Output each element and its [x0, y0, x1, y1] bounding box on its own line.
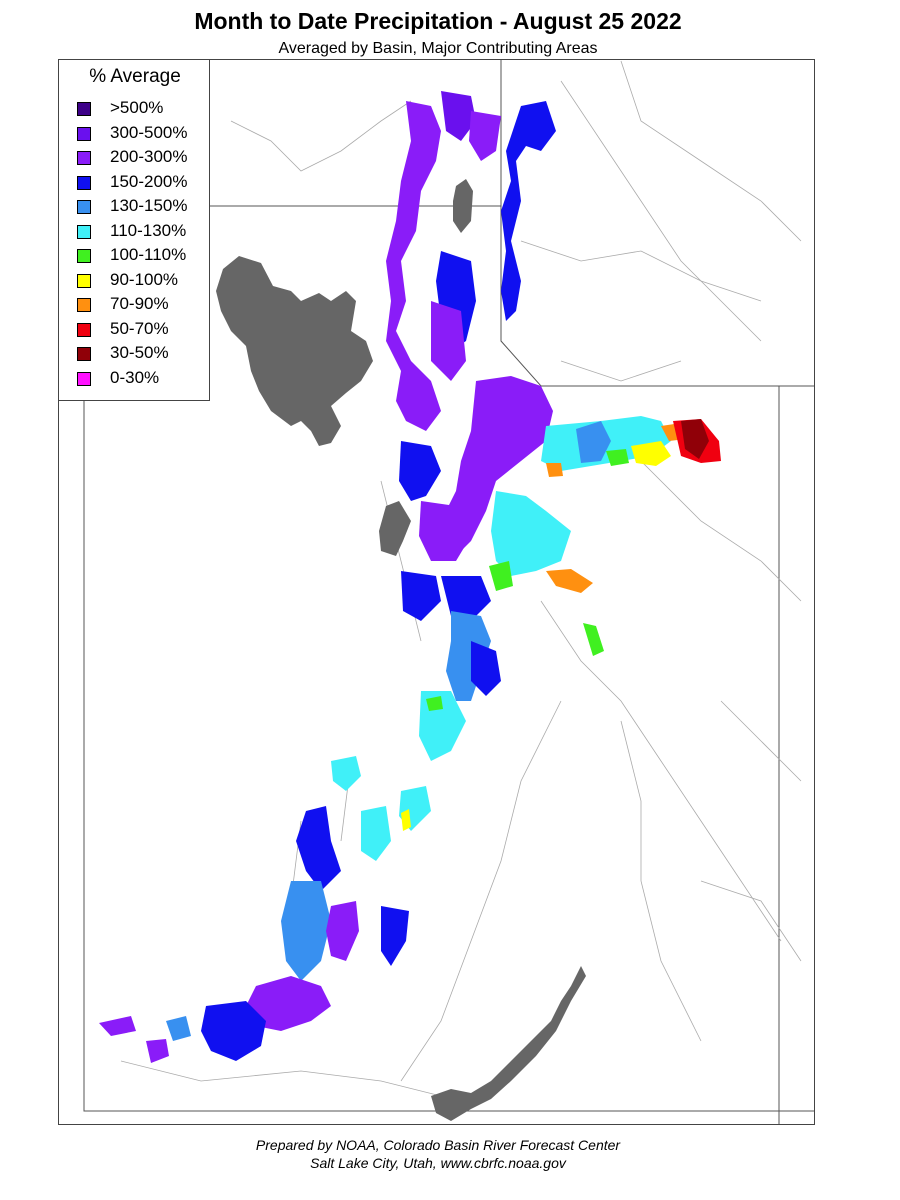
legend-label: 0-30%: [110, 367, 160, 387]
legend-label: 70-90%: [110, 294, 169, 313]
legend-swatch: [77, 224, 91, 239]
legend-label: 50-70%: [110, 318, 169, 338]
water-bodies: [216, 179, 586, 1121]
legend-swatch: [77, 151, 91, 165]
map-canvas: [83, 60, 814, 1124]
legend-swatch: [77, 371, 91, 386]
legend-swatch: [77, 200, 91, 214]
legend-swatch: [77, 298, 91, 312]
legend-swatch: [77, 249, 91, 263]
legend-swatch: [77, 322, 91, 337]
legend-swatch: [77, 126, 91, 141]
map-subtitle: Averaged by Basin, Major Contributing Ar…: [278, 40, 598, 57]
precipitation-map[interactable]: [58, 59, 815, 1125]
legend-label: 110-130%: [110, 220, 187, 240]
legend-swatch: [77, 175, 91, 190]
legend-label: 200-300%: [110, 147, 188, 166]
legend-swatch: [77, 347, 91, 361]
credit-line-1: Prepared by NOAA, Colorado Basin River F…: [255, 1137, 621, 1153]
legend-label: 130-150%: [110, 196, 188, 215]
legend-label: 30-50%: [110, 343, 169, 362]
legend-label: 300-500%: [110, 122, 188, 142]
legend: % Average >500% 300-500% 200-300% 150-200% 1…: [58, 59, 210, 401]
legend-label: 150-200%: [110, 171, 188, 191]
legend-swatch: [77, 273, 91, 288]
map-title: Month to Date Precipitation - August 25 …: [194, 8, 682, 34]
state-boundaries: [83, 60, 814, 1124]
legend-label: 90-100%: [110, 269, 179, 289]
legend-label: 100-110%: [110, 245, 187, 264]
legend-swatch: [77, 102, 91, 116]
legend-label: >500%: [110, 98, 164, 117]
legend-title: % Average: [89, 66, 181, 87]
precipitation-areas: [99, 91, 721, 1063]
credit-line-2: Salt Lake City, Utah, www.cbrfc.noaa.gov: [310, 1155, 566, 1171]
basin-boundaries: [120, 60, 802, 1102]
